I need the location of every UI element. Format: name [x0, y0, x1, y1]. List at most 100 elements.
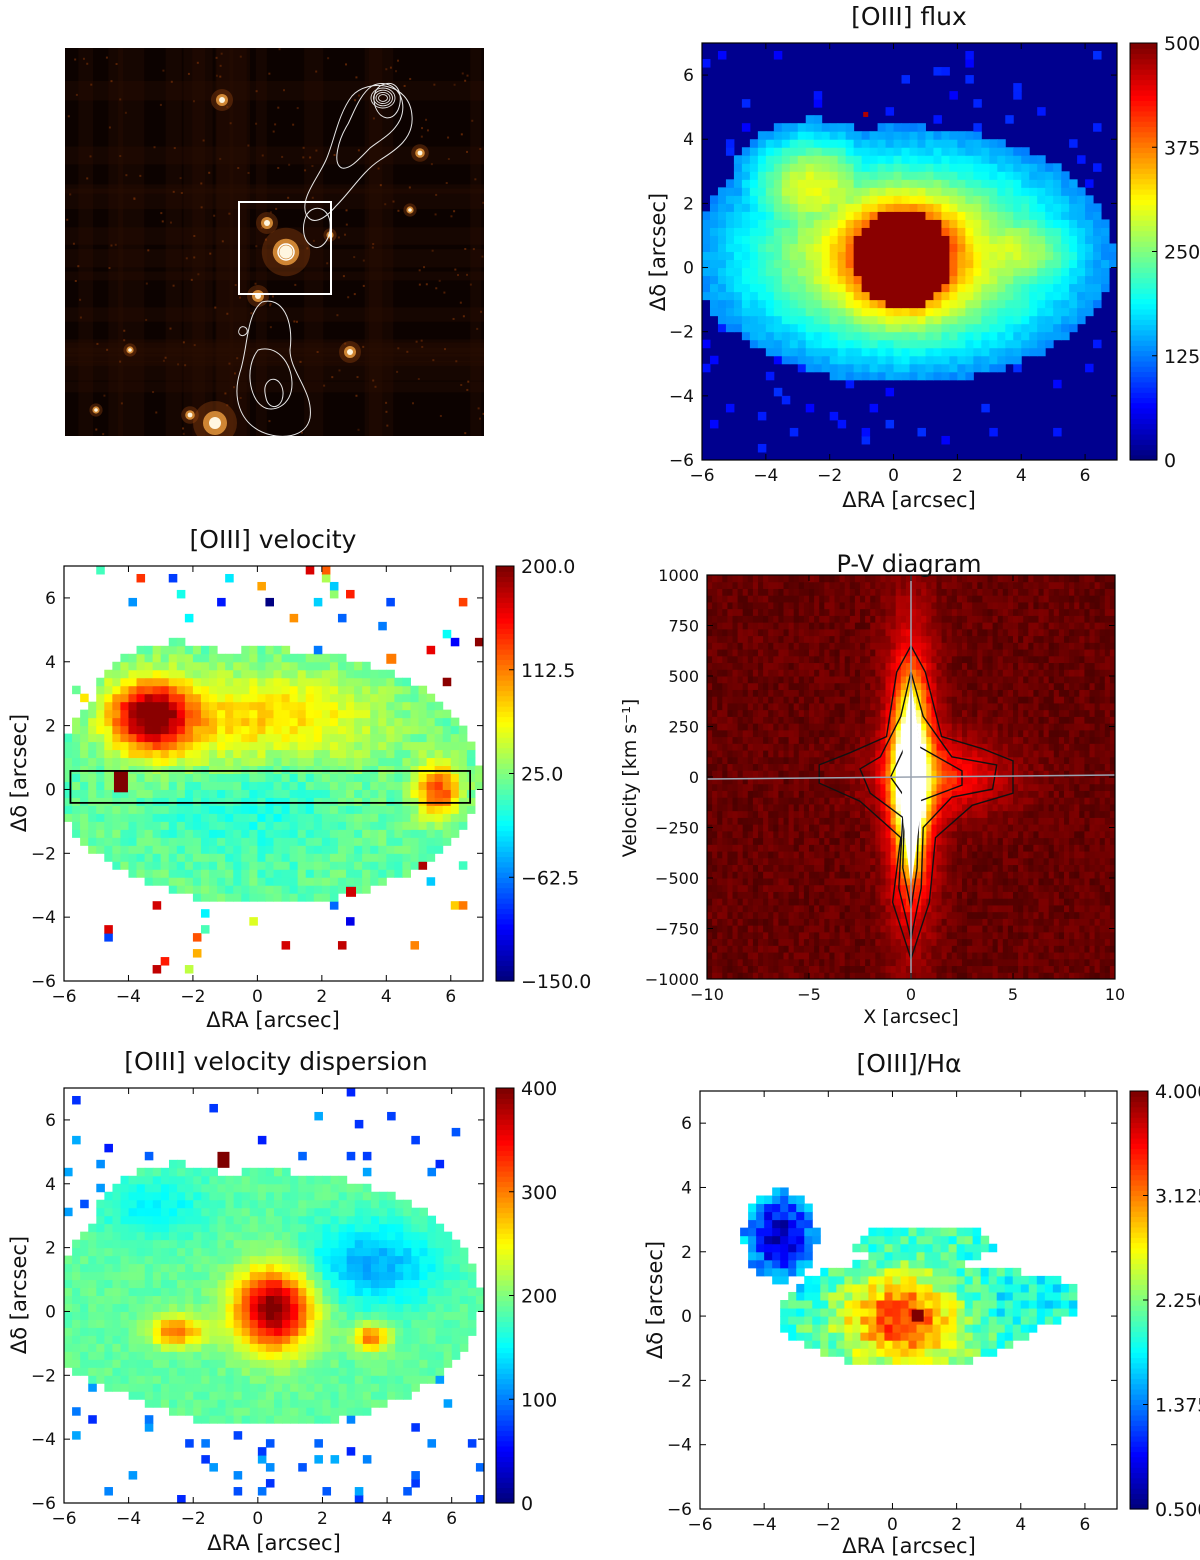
flux-pixel	[733, 323, 743, 333]
flux-pixel	[997, 187, 1006, 196]
pv-pixel	[1058, 918, 1065, 926]
pv-pixel	[1048, 898, 1055, 906]
pv-pixel	[742, 931, 749, 940]
pv-pixel	[778, 851, 784, 859]
image-speckle	[397, 209, 400, 212]
pv-pixel	[1023, 972, 1029, 979]
flux-pixel	[933, 275, 942, 285]
velocity-pixel	[434, 733, 444, 743]
flux-xtick-label: −4	[753, 466, 778, 486]
pv-pixel	[956, 931, 963, 940]
flux-pixel	[1005, 147, 1014, 156]
velocity-pixel	[265, 669, 274, 679]
flux-pixel	[1101, 235, 1110, 244]
flux-pixel	[781, 227, 791, 236]
velocity-pixel	[458, 805, 468, 814]
flux-pixel	[765, 243, 775, 252]
flux-pixel	[805, 131, 815, 140]
velocity-pixel	[370, 749, 379, 759]
velocity-pixel	[184, 773, 194, 782]
pv-pixel	[834, 904, 841, 913]
velocity-pixel	[88, 717, 97, 727]
velocity-pixel	[152, 741, 162, 751]
flux-pixel	[965, 131, 974, 140]
velocity-pixel	[394, 685, 403, 695]
flux-pixel	[989, 251, 998, 261]
velocity-pixel	[370, 773, 379, 782]
velocity-pixel	[265, 789, 274, 798]
pv-pixel	[1053, 857, 1060, 866]
pv-pixel	[732, 851, 739, 859]
velocity-colorbar-segment	[496, 898, 514, 904]
velocity-pixel	[273, 885, 283, 894]
flux-pixel	[917, 323, 926, 333]
velocity-xtick-label: 2	[316, 987, 327, 1007]
pv-pixel	[1033, 925, 1039, 933]
velocity-pixel	[257, 709, 266, 719]
velocity-pixel	[168, 733, 178, 743]
flux-pixel	[1029, 339, 1038, 349]
pv-pixel	[895, 952, 902, 960]
pv-pixel	[1048, 891, 1055, 899]
pv-pixel	[849, 864, 856, 872]
pv-pixel	[1074, 898, 1080, 906]
velocity-pixel	[434, 821, 444, 830]
velocity-pixel	[88, 821, 97, 830]
velocity-pixel	[184, 877, 194, 886]
pv-pixel	[987, 925, 994, 933]
pv-pixel	[936, 972, 943, 979]
flux-pixel	[1077, 291, 1086, 301]
flux-pixel	[981, 307, 990, 317]
pv-pixel	[895, 925, 902, 933]
image-speckle	[123, 329, 126, 332]
velocity-pixel	[176, 685, 186, 695]
pv-pixel	[1109, 958, 1115, 967]
velocity-pixel	[321, 757, 331, 767]
pv-pixel	[885, 857, 892, 866]
velocity-pixel	[410, 717, 420, 727]
image-speckle	[108, 266, 111, 269]
flux-pixel	[1029, 267, 1038, 277]
flux-ytick-label: −2	[669, 323, 694, 343]
velocity-pixel	[217, 837, 226, 846]
velocity-pixel	[378, 821, 387, 830]
velocity-pixel	[217, 781, 226, 790]
pv-pixel	[1002, 884, 1009, 892]
velocity-pixel	[450, 821, 460, 830]
flux-pixel	[1013, 163, 1022, 172]
pv-pixel	[707, 918, 713, 926]
pv-pixel	[758, 958, 764, 967]
pv-pixel	[1109, 891, 1115, 899]
velocity-pixel	[217, 877, 226, 886]
velocity-pixel	[402, 741, 411, 751]
pv-pixel	[707, 904, 713, 913]
flux-pixel	[917, 299, 926, 309]
pv-pixel	[1002, 972, 1009, 979]
velocity-pixel	[192, 645, 202, 655]
pv-pixel	[1074, 958, 1080, 967]
velocity-pixel	[337, 837, 347, 846]
velocity-pixel	[346, 773, 355, 782]
velocity-pixel	[233, 709, 242, 719]
flux-pixel	[813, 243, 823, 252]
pv-pixel	[956, 911, 963, 919]
velocity-pixel	[192, 765, 202, 774]
velocity-colorbar-segment	[496, 757, 514, 764]
velocity-pixel	[329, 813, 339, 822]
pv-pixel	[1013, 918, 1019, 926]
velocity-pixel	[128, 717, 138, 727]
flux-pixel	[1045, 219, 1054, 228]
flux-pixel	[909, 275, 918, 285]
flux-pixel	[853, 331, 863, 341]
pv-pixel	[997, 965, 1004, 973]
pv-pixel	[921, 938, 927, 946]
pv-pixel	[967, 925, 973, 933]
flux-pixel	[901, 347, 910, 357]
velocity-pixel	[217, 597, 226, 607]
pv-pixel	[854, 878, 861, 886]
flux-pixel	[1045, 251, 1054, 261]
pv-pixel	[921, 871, 927, 879]
velocity-pixel	[209, 661, 218, 671]
flux-pixel	[813, 115, 823, 124]
